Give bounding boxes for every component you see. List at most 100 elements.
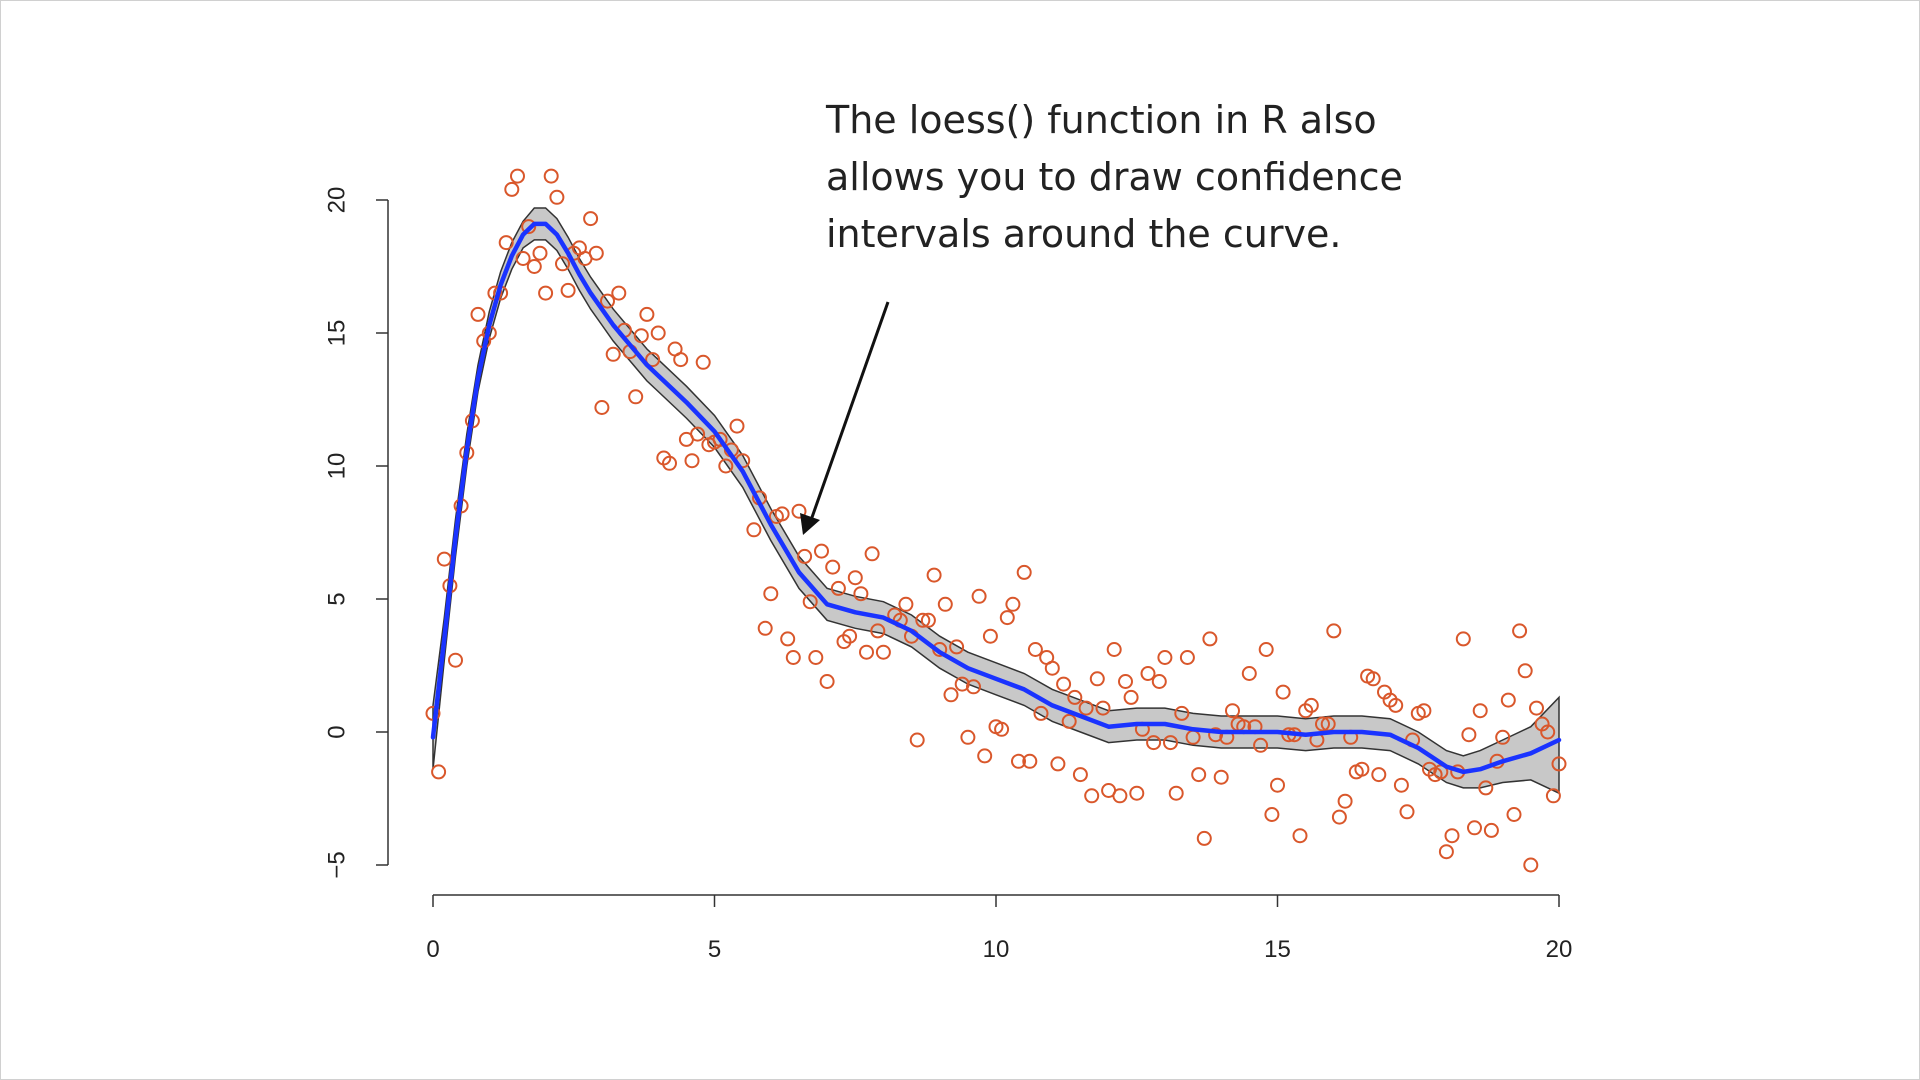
data-point xyxy=(1270,777,1285,793)
data-point xyxy=(1337,793,1353,809)
data-point xyxy=(650,325,666,341)
data-point xyxy=(1517,663,1533,679)
arrow-head xyxy=(800,513,820,535)
data-point xyxy=(785,650,801,665)
data-point xyxy=(1512,623,1528,639)
data-point xyxy=(543,168,559,184)
data-point xyxy=(1303,697,1319,713)
data-point xyxy=(1388,697,1404,713)
data-point xyxy=(1208,727,1224,743)
data-point xyxy=(808,650,824,665)
x-tick-label: 10 xyxy=(983,936,1010,963)
data-point xyxy=(1146,735,1162,751)
data-point xyxy=(1196,830,1212,846)
data-point xyxy=(645,352,661,368)
data-point xyxy=(1292,828,1308,844)
data-point xyxy=(662,455,677,471)
data-point xyxy=(780,631,796,647)
data-point xyxy=(1089,671,1105,687)
data-point xyxy=(1050,756,1066,772)
data-point xyxy=(999,610,1015,626)
data-point xyxy=(1112,788,1128,804)
data-point xyxy=(819,674,835,689)
data-point xyxy=(1438,844,1454,860)
data-point xyxy=(954,676,970,692)
data-point xyxy=(853,586,869,602)
data-point xyxy=(1095,700,1111,716)
data-point xyxy=(1140,666,1156,681)
data-point xyxy=(859,644,874,660)
loess-curve-layer xyxy=(430,221,1562,775)
data-point xyxy=(943,687,959,703)
data-point xyxy=(1225,703,1240,719)
data-point xyxy=(718,458,734,474)
data-point xyxy=(538,285,554,301)
y-tick-label: 10 xyxy=(323,453,350,480)
data-point xyxy=(1033,705,1049,721)
data-point xyxy=(1455,631,1471,647)
data-point xyxy=(1461,727,1477,743)
x-tick-label: 5 xyxy=(708,936,721,963)
data-point xyxy=(1540,724,1556,740)
data-point xyxy=(1123,689,1139,705)
x-tick-label: 15 xyxy=(1264,936,1291,963)
data-point xyxy=(673,352,689,368)
data-point xyxy=(1495,729,1511,745)
data-point xyxy=(802,594,818,610)
data-point xyxy=(920,612,936,628)
data-point xyxy=(797,548,813,564)
data-point xyxy=(915,612,931,628)
data-point xyxy=(1106,642,1122,657)
data-point xyxy=(436,551,452,567)
data-point xyxy=(526,259,542,274)
data-point xyxy=(1393,777,1409,793)
data-point xyxy=(600,293,615,309)
data-point xyxy=(1129,785,1145,801)
data-point xyxy=(1545,788,1561,804)
data-point xyxy=(498,235,514,251)
data-point xyxy=(982,628,998,644)
data-point xyxy=(1444,828,1460,844)
data-point xyxy=(515,251,531,266)
data-point xyxy=(937,596,953,612)
data-point xyxy=(633,328,649,344)
data-point xyxy=(909,732,925,748)
data-point xyxy=(1022,753,1038,769)
loess-curve xyxy=(430,221,1562,775)
data-point xyxy=(1084,788,1100,804)
y-tick-label: −5 xyxy=(323,851,350,878)
data-point xyxy=(521,219,537,235)
data-point xyxy=(971,588,987,604)
data-point xyxy=(560,282,576,298)
y-tick-label: 5 xyxy=(323,592,350,605)
data-point xyxy=(825,559,841,575)
data-point xyxy=(431,764,447,780)
data-point xyxy=(729,418,745,434)
data-point xyxy=(1157,650,1173,665)
data-point xyxy=(1315,716,1330,732)
data-point xyxy=(1044,660,1060,676)
data-point xyxy=(1011,753,1026,769)
data-point xyxy=(746,522,762,538)
data-point xyxy=(1416,703,1432,719)
data-point xyxy=(814,543,829,559)
data-point xyxy=(1067,689,1083,705)
data-point xyxy=(1078,700,1094,716)
data-point xyxy=(830,580,846,596)
data-point xyxy=(594,400,610,415)
data-point xyxy=(1326,623,1342,639)
x-tick-label: 0 xyxy=(426,936,439,963)
data-point xyxy=(448,652,463,668)
axes: 0 5 10 15 20 −5 0 5 10 15 20 xyxy=(323,187,1572,963)
data-point xyxy=(628,389,644,405)
data-point xyxy=(791,503,807,519)
data-point xyxy=(712,431,728,447)
data-point xyxy=(1275,684,1291,700)
data-point xyxy=(1523,857,1539,873)
y-tick-label: 15 xyxy=(323,320,350,347)
data-point xyxy=(1483,822,1499,838)
data-point xyxy=(1056,676,1072,692)
data-point xyxy=(847,570,863,586)
